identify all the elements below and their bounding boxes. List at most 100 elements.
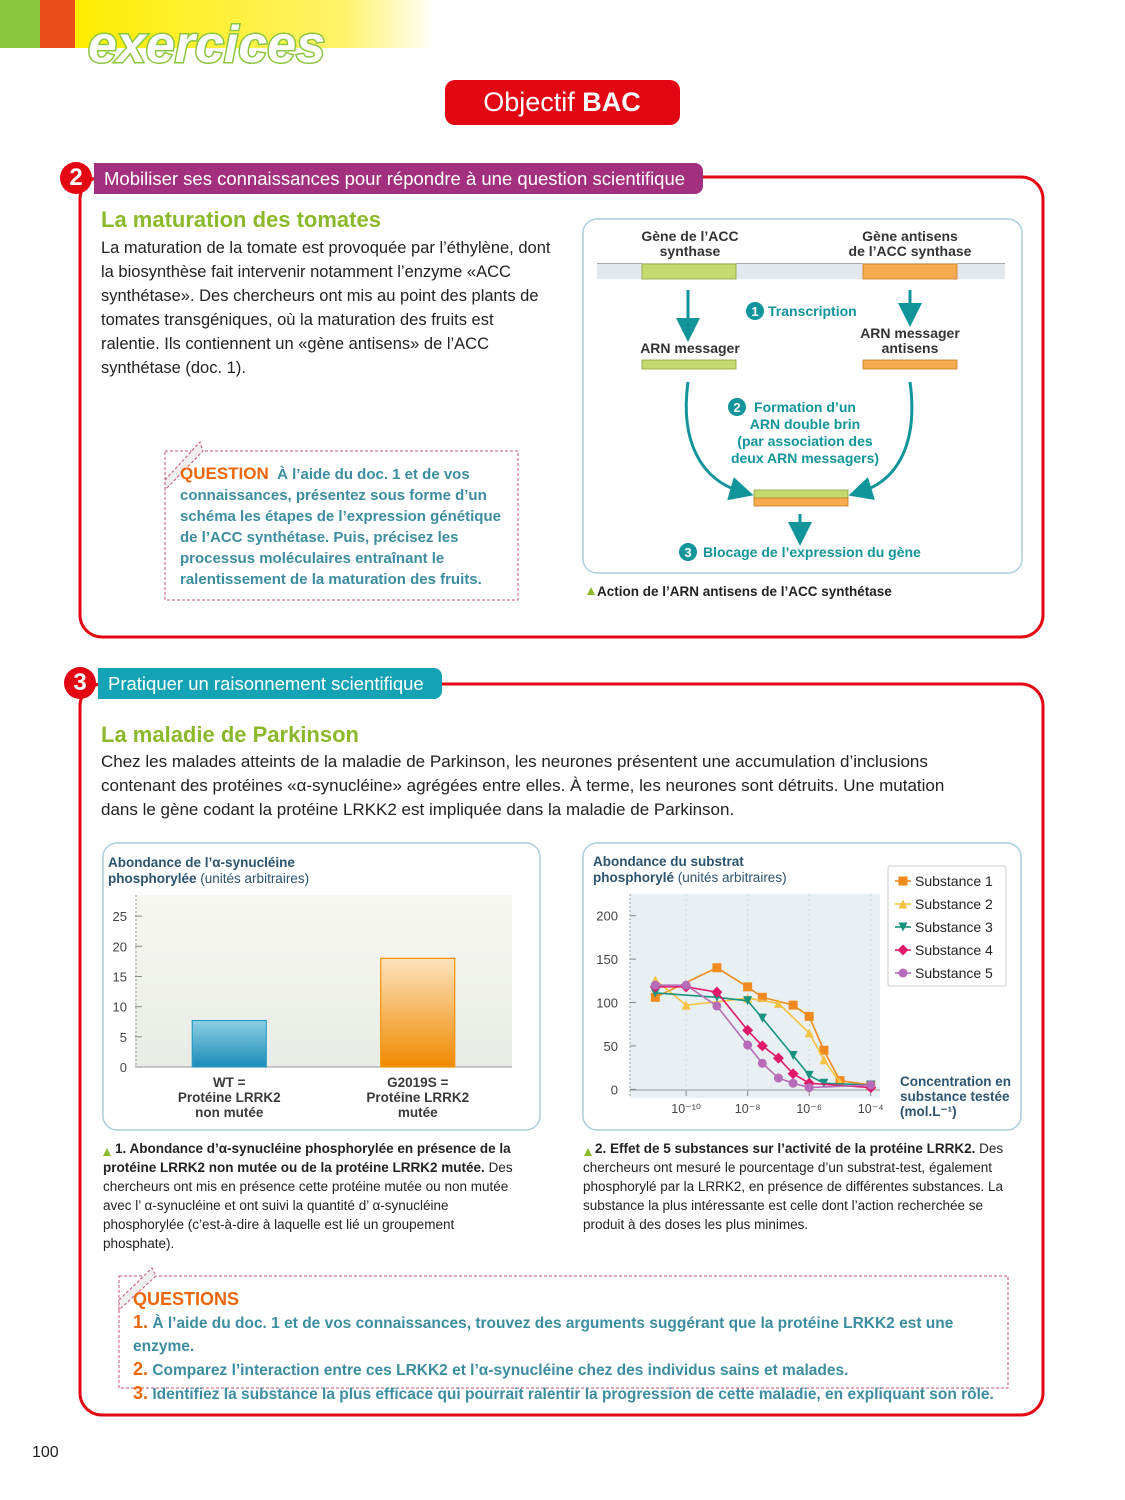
- legend-marker: [898, 899, 908, 909]
- legend-marker: [898, 876, 908, 886]
- y-tick-label: 200: [596, 909, 618, 924]
- header-block: [0, 0, 40, 48]
- mrna-label: ARN messager: [860, 325, 960, 341]
- legend-marker: [898, 968, 908, 978]
- x-tick-label: WT =: [213, 1075, 246, 1090]
- marker: [650, 980, 660, 990]
- question-text: À l’aide du doc. 1 et de vos connaissanc…: [133, 1315, 954, 1355]
- marker: [773, 998, 783, 1008]
- questions: QUESTIONS 1. À l’aide du doc. 1 et de vo…: [133, 1288, 1003, 1406]
- badge: [445, 80, 680, 125]
- marker: [804, 1070, 814, 1080]
- caption-marker: [584, 1148, 592, 1156]
- step-marker: [728, 398, 746, 416]
- marker: [866, 1080, 876, 1090]
- exercise-text: La maturation de la tomate est provoquée…: [101, 239, 551, 377]
- y-tick-label: 0: [611, 1082, 618, 1097]
- y-axis-unit: (unités arbitraires): [200, 871, 309, 886]
- step-number: 3: [684, 545, 691, 560]
- marker: [804, 1028, 814, 1038]
- double-strand: [753, 497, 849, 507]
- arrow: [848, 381, 914, 501]
- gene-label: Gène de l’ACC: [641, 228, 738, 244]
- marker: [804, 1083, 814, 1093]
- x-tick-label: non mutée: [195, 1105, 264, 1120]
- exercise-banner: Mobiliser ses connaissances pour répondr…: [94, 163, 703, 194]
- marker: [819, 1055, 829, 1065]
- folded-corner: [118, 1267, 157, 1312]
- step-marker: [679, 543, 697, 561]
- marker: [743, 1040, 753, 1050]
- marker: [756, 1040, 768, 1052]
- step-label: (par association des: [737, 433, 873, 449]
- y-tick-label: 0: [120, 1060, 127, 1075]
- marker: [712, 963, 722, 973]
- caption-marker: [587, 587, 595, 595]
- marker: [681, 1000, 691, 1010]
- step-marker: [746, 302, 764, 320]
- question-item: 3. Identifiez la substance la plus effic…: [133, 1382, 1003, 1406]
- folded-corner: [164, 441, 204, 492]
- exercise-number: 3: [64, 667, 96, 699]
- y-tick-label: 150: [596, 952, 618, 967]
- legend-label: Substance 1: [915, 873, 993, 889]
- legend-marker: [898, 922, 908, 932]
- question-label: QUESTION: [180, 464, 269, 483]
- caption-text: Des chercheurs ont mesuré le pourcentage…: [583, 1141, 1004, 1232]
- y-tick-label: 50: [604, 1039, 618, 1054]
- mrna: [641, 359, 737, 370]
- step-label: deux ARN messagers): [731, 450, 879, 466]
- legend-label: Substance 5: [915, 965, 993, 981]
- x-tick-label: 10⁻⁴: [858, 1102, 884, 1116]
- exercise-text: Chez les malades atteints de la maladie …: [101, 752, 945, 819]
- caption-marker: [103, 1148, 111, 1156]
- header-band: [75, 0, 435, 48]
- x-axis-label: (mol.L⁻¹): [900, 1104, 957, 1119]
- exercise-number: 2: [60, 162, 92, 194]
- header-block: [40, 0, 75, 48]
- marker: [773, 1073, 783, 1083]
- arrow: [684, 381, 754, 501]
- gene-label: synthase: [660, 243, 721, 259]
- question-box: [164, 450, 519, 601]
- question-number: 2.: [133, 1359, 149, 1379]
- marker: [804, 1011, 814, 1021]
- legend-label: Substance 3: [915, 919, 993, 935]
- gene: [641, 263, 737, 280]
- marker: [742, 1024, 754, 1036]
- plot-area: [135, 895, 512, 1067]
- x-tick-label: mutée: [398, 1105, 438, 1120]
- caption-bold: 2. Effet de 5 substances sur l’activité …: [595, 1141, 976, 1156]
- marker: [650, 988, 660, 998]
- step-label: Transcription: [768, 303, 857, 319]
- bar: [380, 957, 456, 1068]
- marker: [772, 1052, 784, 1064]
- question-number: 3.: [133, 1383, 149, 1403]
- marker: [757, 1058, 767, 1068]
- x-axis-label: substance testée: [900, 1089, 1010, 1104]
- question-text: Comparez l’interaction entre ces LRKK2 e…: [152, 1362, 849, 1379]
- y-tick-label: 100: [596, 996, 618, 1011]
- step-label: ARN double brin: [750, 416, 860, 432]
- step-label: Blocage de l’expression du gène: [703, 544, 921, 560]
- y-axis-unit: (unités arbitraires): [678, 870, 787, 885]
- bar: [191, 1019, 267, 1068]
- y-axis-label-line: phosphorylée: [108, 871, 197, 886]
- diagram-caption: Action de l’ARN antisens de l’ACC synthé…: [597, 584, 892, 599]
- question-list: 1. À l’aide du doc. 1 et de vos connaiss…: [133, 1311, 1003, 1406]
- x-tick-label: Protéine LRRK2: [178, 1090, 281, 1105]
- caption-text: Des chercheurs ont mis en présence cette…: [103, 1160, 513, 1251]
- x-axis-label: Concentration en: [900, 1074, 1011, 1089]
- marker: [819, 1045, 829, 1055]
- exercise-title: La maturation des tomates: [101, 207, 381, 232]
- y-tick-label: 5: [120, 1030, 127, 1045]
- marker: [788, 1078, 798, 1088]
- y-axis-label: Abondance de l’α-synucléine: [108, 855, 295, 870]
- question: QUESTION À l’aide du doc. 1 et de vos co…: [180, 463, 510, 590]
- section-title: exercices: [88, 16, 325, 74]
- question-item: 1. À l’aide du doc. 1 et de vos connaiss…: [133, 1311, 1003, 1358]
- x-tick-label: 10⁻⁸: [735, 1102, 761, 1116]
- marker: [787, 1068, 799, 1080]
- antisense-gene: [862, 263, 958, 280]
